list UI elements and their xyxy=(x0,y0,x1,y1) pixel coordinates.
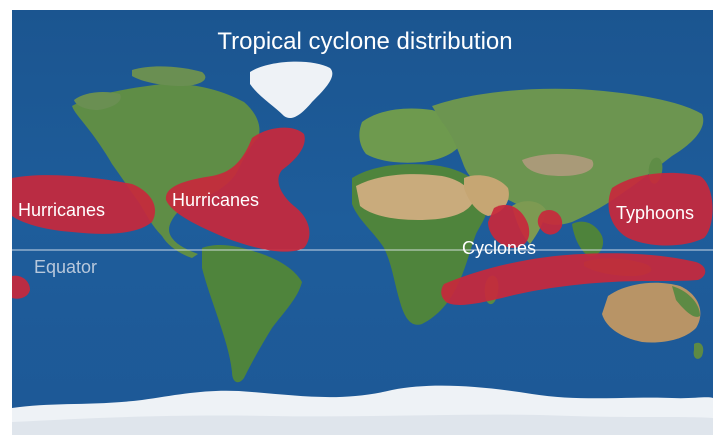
antarctica-shade xyxy=(12,414,713,435)
sahara-desert xyxy=(356,174,473,220)
southeast-asia-landmass xyxy=(572,221,604,257)
arabia-desert xyxy=(464,175,509,216)
new-zealand-islands xyxy=(693,342,704,359)
alaska-landmass xyxy=(74,92,121,110)
label-cyclones: Cyclones xyxy=(462,238,536,258)
zone-west-edge xyxy=(12,275,30,299)
europe-landmass xyxy=(359,108,465,163)
zone-east-pacific xyxy=(12,175,156,234)
label-hurricanes-east-pacific: Hurricanes xyxy=(18,200,105,220)
zone-arabian-sea xyxy=(488,204,530,248)
south-america-landmass xyxy=(202,245,302,383)
label-hurricanes-atlantic: Hurricanes xyxy=(172,190,259,210)
zone-atlantic xyxy=(165,127,310,252)
greenland-landmass xyxy=(250,61,333,119)
zone-southern-band xyxy=(441,253,706,305)
label-typhoons: Typhoons xyxy=(616,203,694,223)
zone-west-pacific xyxy=(608,172,713,246)
australia-coast-green xyxy=(672,286,700,317)
zone-bay-of-bengal xyxy=(537,209,563,235)
map-svg: Tropical cyclone distribution Hurricanes… xyxy=(12,10,713,435)
cyclone-zones xyxy=(12,127,713,305)
himalaya-region xyxy=(522,154,594,176)
canada-arctic-islands xyxy=(132,66,206,86)
world-map: Tropical cyclone distribution Hurricanes… xyxy=(12,10,713,435)
north-america-landmass xyxy=(72,83,260,258)
map-title: Tropical cyclone distribution xyxy=(217,28,512,55)
equator-label: Equator xyxy=(34,257,97,277)
india-landmass xyxy=(512,201,546,244)
